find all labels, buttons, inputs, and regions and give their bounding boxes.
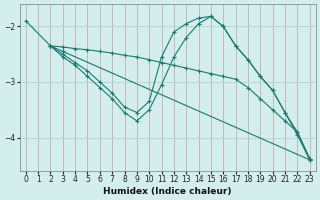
X-axis label: Humidex (Indice chaleur): Humidex (Indice chaleur) (103, 187, 232, 196)
